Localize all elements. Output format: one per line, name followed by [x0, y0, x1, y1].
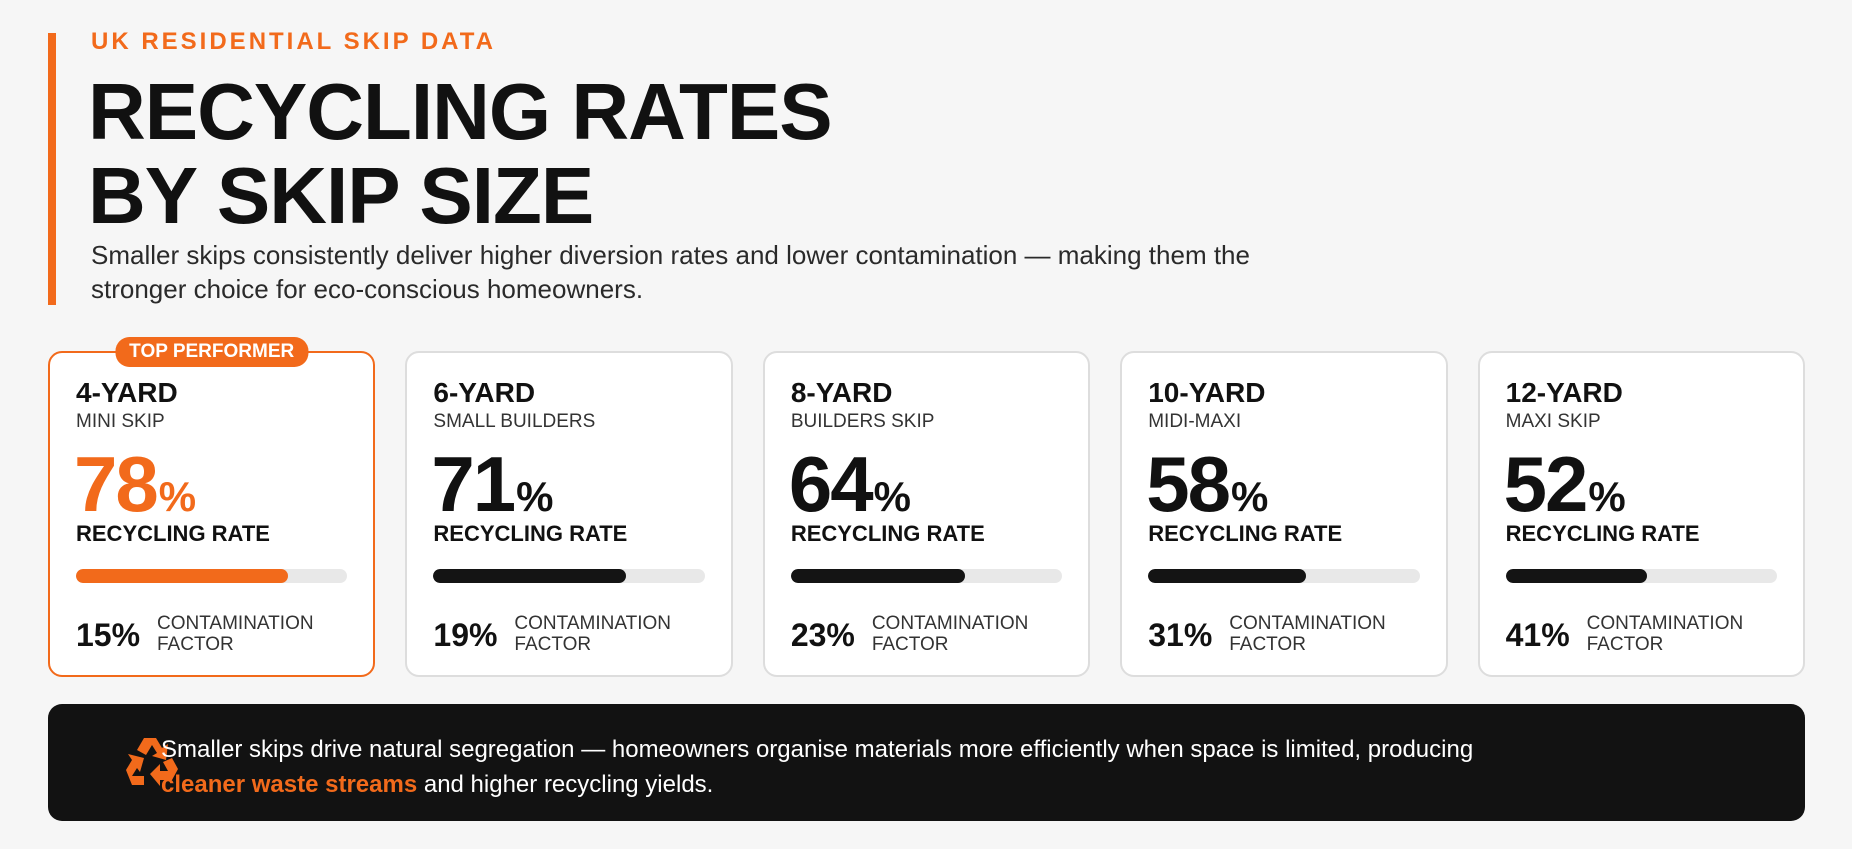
- progress-bar: [433, 569, 627, 583]
- contamination-label: CONTAMINATION FACTOR: [871, 613, 1029, 655]
- contamination-value: 31%: [1148, 617, 1213, 653]
- rate-value: 78: [74, 440, 159, 528]
- skip-size: 6-YARD: [433, 377, 536, 408]
- skip-size: 8-YARD: [790, 377, 893, 408]
- title-line: BY SKIP SIZE: [88, 151, 594, 240]
- card: 12-YARD MAXI SKIP 52% RECYCLING RATE 41% CONT…: [1477, 351, 1806, 677]
- progress-track: [1148, 569, 1420, 583]
- progress-bar: [790, 569, 965, 583]
- contamination-label: CONTAMINATION FACTOR: [514, 613, 671, 655]
- rate-value: 58: [1146, 440, 1231, 528]
- footer-text-part: Smaller skips drive natural segregation …: [161, 736, 1474, 763]
- contamination-value: 15%: [76, 617, 141, 653]
- footer-highlight: cleaner waste streams: [161, 771, 418, 798]
- recycling-rate: 64%: [789, 439, 911, 530]
- progress-track: [790, 569, 1063, 583]
- progress-bar: [76, 569, 288, 583]
- cards: TOP PERFORMER 4-YARD MINI SKIP 78% RECYCLING…: [48, 337, 1806, 677]
- skip-size: 10-YARD: [1148, 377, 1266, 408]
- recycling-rate: 71%: [431, 439, 553, 530]
- skip-size: 12-YARD: [1505, 377, 1623, 408]
- percent-sign: %: [158, 473, 197, 520]
- kicker: UK RESIDENTIAL SKIP DATA: [91, 28, 496, 55]
- progress-track: [1505, 569, 1778, 583]
- progress-bar: [1148, 569, 1306, 583]
- rate-label: RECYCLING RATE: [1148, 521, 1343, 546]
- skip-type: MIDI-MAXI: [1148, 411, 1242, 432]
- percent-sign: %: [516, 473, 554, 520]
- rate-value: 71: [431, 440, 516, 528]
- percent-sign: %: [873, 473, 911, 520]
- contamination-label: CONTAMINATION FACTOR: [1229, 613, 1386, 655]
- recycling-rate: 52%: [1504, 439, 1626, 530]
- skip-type: SMALL BUILDERS: [433, 411, 596, 432]
- contamination-value: 19%: [433, 617, 498, 653]
- footer: Smaller skips drive natural segregation …: [48, 704, 1805, 821]
- title: RECYCLING RATES BY SKIP SIZE: [88, 67, 833, 240]
- contamination-label: CONTAMINATION FACTOR: [157, 613, 314, 655]
- rate-label: RECYCLING RATE: [433, 521, 628, 546]
- contamination-label: CONTAMINATION FACTOR: [1586, 613, 1744, 655]
- progress-track: [433, 569, 705, 583]
- percent-sign: %: [1588, 473, 1626, 520]
- contamination-value: 23%: [790, 617, 855, 653]
- card: 10-YARD MIDI-MAXI 58% RECYCLING RATE 31% CONT…: [1120, 351, 1448, 677]
- contamination-value: 41%: [1505, 617, 1570, 653]
- footer-text-part: and higher recycling yields.: [423, 771, 714, 798]
- title-line: RECYCLING RATES: [88, 67, 833, 156]
- skip-type: BUILDERS SKIP: [790, 411, 935, 432]
- rate-label: RECYCLING RATE: [1505, 521, 1700, 546]
- skip-type: MAXI SKIP: [1505, 411, 1601, 432]
- card: 6-YARD SMALL BUILDERS 71% RECYCLING RATE 19%…: [405, 351, 733, 677]
- rate-label: RECYCLING RATE: [76, 521, 270, 546]
- rate-value: 64: [788, 440, 874, 528]
- rate-label: RECYCLING RATE: [790, 521, 985, 546]
- recycling-rate: 58%: [1146, 439, 1268, 530]
- card: 8-YARD BUILDERS SKIP 64% RECYCLING RATE 23% C…: [762, 351, 1091, 677]
- rate-value: 52: [1503, 440, 1589, 528]
- recycling-rate: 78%: [74, 439, 196, 530]
- badge: TOP PERFORMER: [115, 337, 309, 367]
- skip-size: 4-YARD: [76, 377, 178, 408]
- percent-sign: %: [1230, 473, 1269, 520]
- footer-text: Smaller skips drive natural segregation …: [161, 732, 1501, 802]
- subtitle: Smaller skips consistently deliver highe…: [91, 240, 1250, 304]
- accent-bar: [48, 33, 56, 305]
- skip-type: MINI SKIP: [76, 411, 165, 432]
- recycle-icon: [126, 738, 178, 786]
- progress-bar: [1505, 569, 1647, 583]
- card: TOP PERFORMER 4-YARD MINI SKIP 78% RECYCLING…: [48, 337, 376, 677]
- progress-track: [76, 569, 348, 583]
